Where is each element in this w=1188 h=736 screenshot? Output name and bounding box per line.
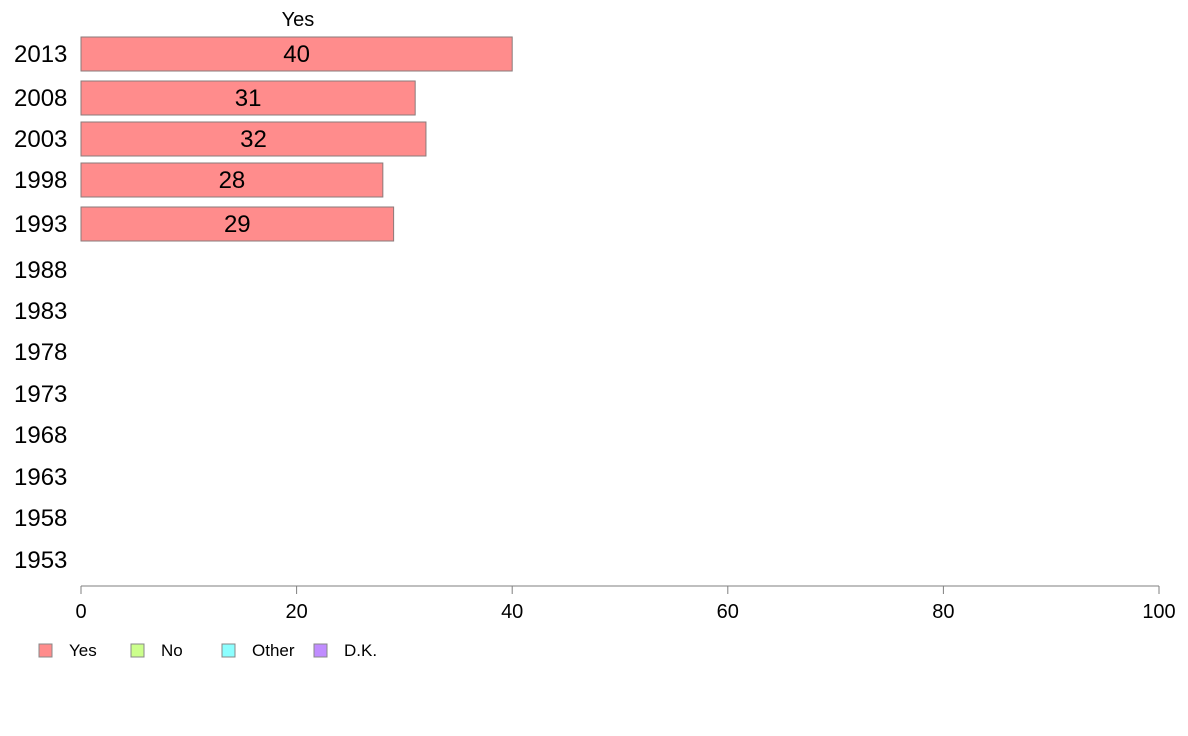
year-label-1983: 1983 bbox=[14, 298, 67, 325]
bars-group: 40 31 32 28 29 bbox=[80, 36, 513, 242]
bar-value-label-1993: 29 bbox=[224, 211, 251, 238]
legend-swatch-other bbox=[221, 643, 236, 658]
legend-swatch-yes bbox=[38, 643, 53, 658]
x-tick-label-20: 20 bbox=[285, 601, 307, 623]
legend: Yes No Other D.K. bbox=[38, 641, 377, 660]
x-axis: 0 20 40 60 80 100 bbox=[75, 585, 1176, 623]
legend-label-no: No bbox=[161, 641, 183, 660]
bar-value-label-1998: 28 bbox=[219, 167, 246, 194]
year-label-1953: 1953 bbox=[14, 547, 67, 574]
legend-label-yes: Yes bbox=[69, 641, 97, 660]
bar-1998 bbox=[80, 162, 384, 198]
legend-label-other: Other bbox=[252, 641, 295, 660]
x-tick-label-40: 40 bbox=[501, 601, 523, 623]
bar-value-label-2013: 40 bbox=[283, 41, 310, 68]
x-tick-label-0: 0 bbox=[75, 601, 86, 623]
year-label-1978: 1978 bbox=[14, 339, 67, 366]
legend-label-dk: D.K. bbox=[344, 641, 377, 660]
column-title: Yes bbox=[282, 9, 315, 31]
bar-2008 bbox=[80, 80, 416, 116]
year-label-2008: 2008 bbox=[14, 85, 67, 112]
bar-value-label-2003: 32 bbox=[240, 126, 267, 153]
year-labels: 2013 2008 2003 1998 1993 1988 1983 1978 1973 1968… bbox=[14, 41, 67, 574]
year-label-1993: 1993 bbox=[14, 211, 67, 238]
year-label-1968: 1968 bbox=[14, 422, 67, 449]
year-label-1973: 1973 bbox=[14, 381, 67, 408]
bar-2003 bbox=[80, 121, 427, 157]
year-label-2003: 2003 bbox=[14, 126, 67, 153]
legend-swatch-dk bbox=[313, 643, 328, 658]
bar-1993 bbox=[80, 206, 395, 242]
x-tick-label-100: 100 bbox=[1142, 601, 1175, 623]
bar-value-label-2008: 31 bbox=[235, 85, 262, 112]
year-label-1988: 1988 bbox=[14, 257, 67, 284]
year-label-1958: 1958 bbox=[14, 505, 67, 532]
year-label-2013: 2013 bbox=[14, 41, 67, 68]
year-label-1963: 1963 bbox=[14, 464, 67, 491]
x-tick-label-60: 60 bbox=[717, 601, 739, 623]
year-label-1998: 1998 bbox=[14, 167, 67, 194]
legend-swatch-no bbox=[130, 643, 145, 658]
bar-2013 bbox=[80, 36, 513, 72]
x-tick-label-80: 80 bbox=[932, 601, 954, 623]
